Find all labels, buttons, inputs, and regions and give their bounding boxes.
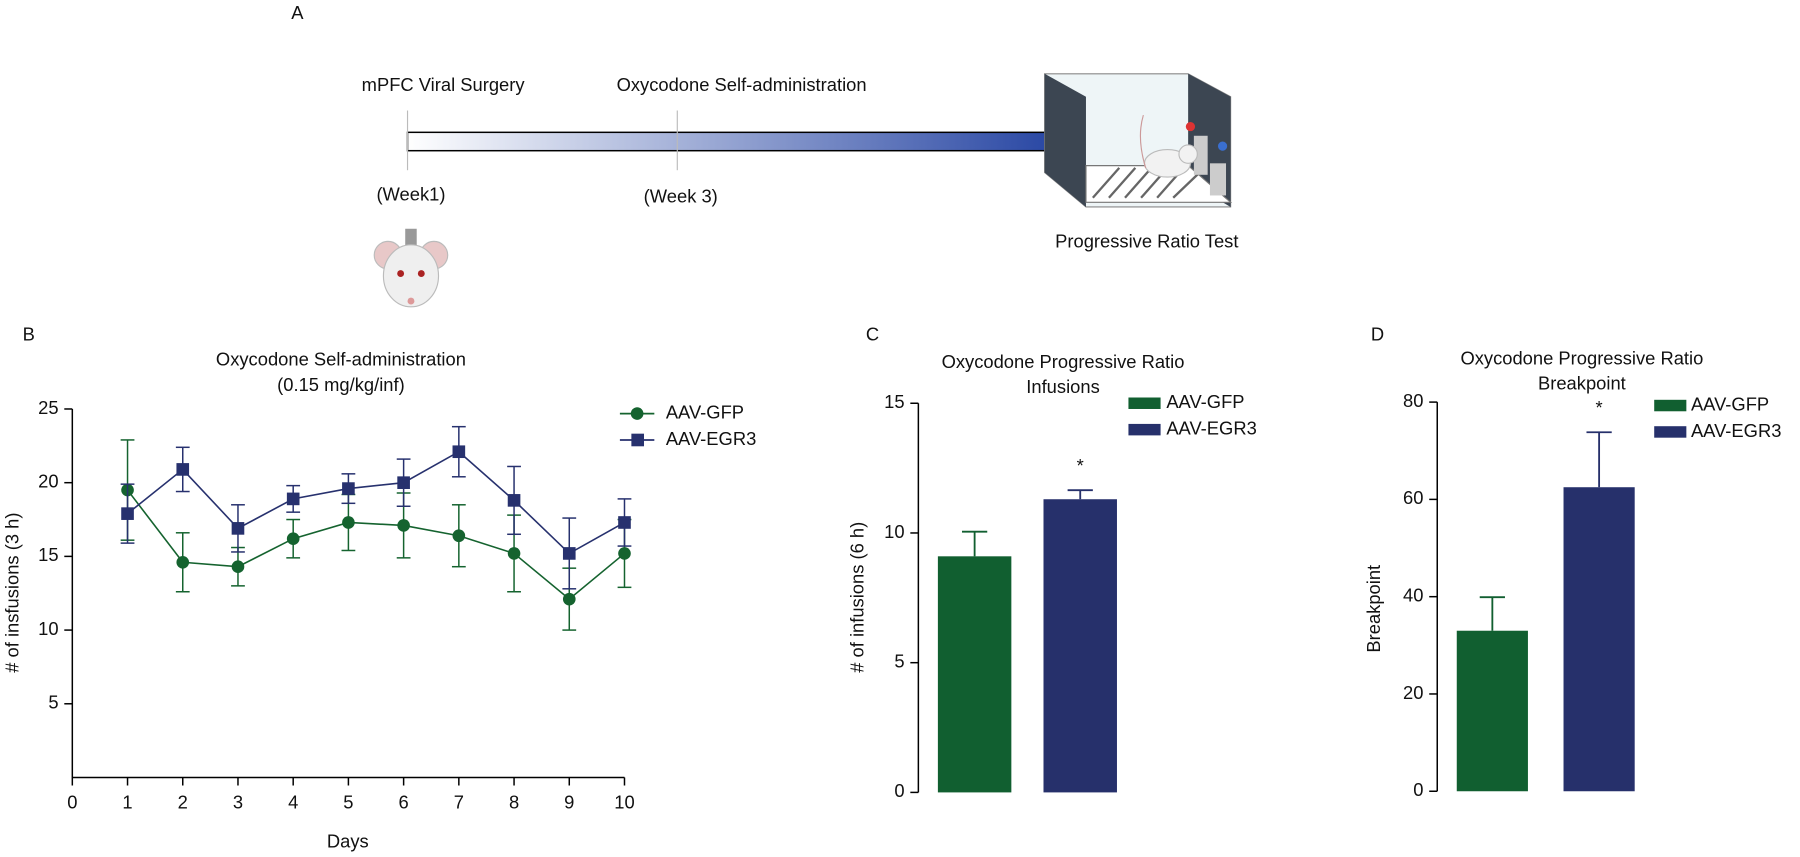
y-tick-label: 80 [1403, 390, 1423, 411]
legend-swatch [1654, 426, 1687, 438]
significance-marker: * [1077, 455, 1084, 476]
bar [1456, 630, 1528, 792]
chart-title: Oxycodone Progressive Ratio [942, 351, 1185, 372]
y-tick-label: 10 [884, 521, 904, 542]
event-label: mPFC Viral Surgery [362, 74, 526, 95]
x-tick-label: 8 [509, 792, 519, 813]
point [176, 463, 190, 476]
mouse-icon [373, 228, 449, 308]
bar [1043, 499, 1117, 793]
point [342, 482, 355, 495]
point [618, 516, 631, 529]
event-time: (Week1) [376, 183, 445, 204]
point [121, 507, 134, 520]
x-tick-label: 5 [343, 792, 353, 813]
x-tick-label: 0 [67, 792, 77, 813]
error-bar [961, 530, 988, 557]
panel-letter: B [23, 323, 35, 344]
event-label: Oxycodone Self-administration [617, 74, 867, 95]
legend-label: AAV-EGR3 [666, 428, 756, 449]
point [231, 560, 245, 574]
legend-label: AAV-GFP [1691, 393, 1769, 414]
y-tick-label: 5 [48, 692, 58, 713]
x-tick-label: 3 [233, 792, 243, 813]
x-tick-label: 9 [564, 792, 574, 813]
error-bar [1586, 431, 1612, 488]
chart-title: Oxycodone Self-administration [216, 349, 466, 370]
point [507, 547, 521, 560]
point [231, 522, 245, 535]
y-tick-label: 40 [1403, 585, 1423, 606]
x-tick-label: 2 [178, 792, 188, 813]
y-tick-label: 0 [894, 780, 904, 801]
point [562, 592, 576, 606]
legend-label: AAV-GFP [1166, 391, 1244, 412]
y-tick-label: 0 [1413, 779, 1423, 800]
error-bar [1479, 596, 1505, 631]
legend-label: AAV-GFP [666, 401, 744, 422]
bar [1563, 487, 1635, 792]
point [562, 547, 576, 560]
point [397, 476, 410, 489]
x-tick-label: 4 [288, 792, 298, 813]
panel-letter: C [866, 323, 879, 344]
point [176, 555, 190, 569]
y-tick-label: 20 [38, 471, 58, 492]
chart-title: (0.15 mg/kg/inf) [277, 374, 405, 395]
point [397, 519, 410, 532]
x-axis-label: Days [327, 831, 369, 852]
y-tick-label: 15 [884, 391, 904, 412]
point [452, 529, 466, 543]
legend-label: AAV-EGR3 [1166, 417, 1256, 438]
y-tick-label: 25 [38, 397, 58, 418]
y-axis-label: Breakpoint [1363, 565, 1384, 653]
point [286, 492, 300, 506]
bar [937, 556, 1012, 793]
point [507, 494, 521, 507]
x-tick-label: 10 [614, 792, 634, 813]
panel-letter: D [1371, 323, 1384, 344]
legend-swatch [1654, 399, 1687, 412]
y-tick-label: 60 [1403, 487, 1423, 508]
point [342, 516, 355, 529]
error-bar [1067, 489, 1093, 500]
y-axis-label: # of insfusions (3 h) [2, 513, 23, 673]
timeline-bar [406, 131, 1050, 152]
significance-marker: * [1596, 397, 1603, 418]
end-label: Progressive Ratio Test [1055, 230, 1238, 251]
legend-marker [630, 407, 644, 420]
legend-marker [631, 433, 645, 447]
y-tick-label: 20 [1403, 682, 1423, 703]
y-axis-label: # of infusions (6 h) [847, 522, 868, 673]
operant-box-icon [1044, 73, 1233, 208]
point [286, 532, 300, 546]
panel-letter: A [291, 2, 304, 23]
chart-title: Breakpoint [1538, 373, 1626, 394]
x-tick-label: 7 [454, 792, 464, 813]
legend-label: AAV-EGR3 [1691, 420, 1781, 441]
chart-title: Infusions [1026, 376, 1099, 397]
chart-title: Oxycodone Progressive Ratio [1460, 347, 1703, 368]
y-tick-label: 5 [894, 651, 904, 672]
series-line [127, 450, 625, 555]
series-line [126, 489, 626, 601]
point [452, 445, 466, 459]
point [618, 547, 631, 560]
y-tick-label: 15 [38, 544, 58, 565]
x-tick-label: 1 [122, 792, 132, 813]
legend-swatch [1128, 423, 1161, 436]
y-tick-label: 10 [38, 618, 58, 639]
legend-swatch [1128, 397, 1161, 409]
x-tick-label: 6 [399, 792, 409, 813]
event-time: (Week 3) [644, 186, 718, 207]
